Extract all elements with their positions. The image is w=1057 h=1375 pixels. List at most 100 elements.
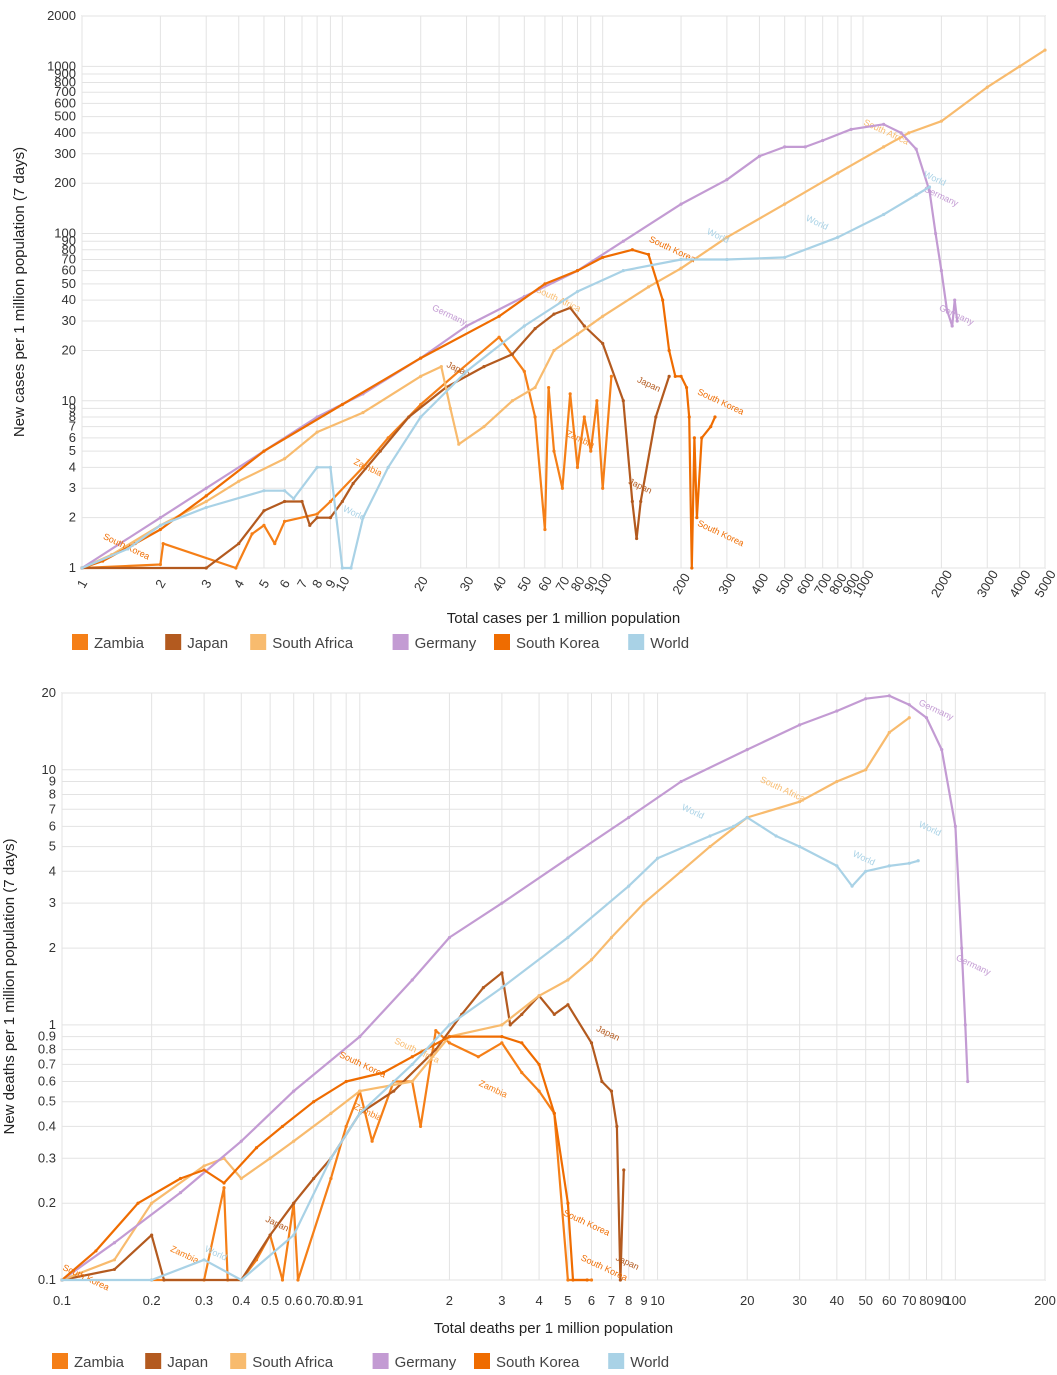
data-point-zambia: [500, 1041, 504, 1045]
data-point-germany: [627, 815, 631, 820]
legend-item-germany: Germany: [395, 1354, 457, 1371]
y-tick-label: 80: [62, 242, 76, 257]
data-point-world: [239, 1278, 243, 1282]
data-point-south-africa: [601, 314, 605, 318]
data-point-japan: [600, 1079, 604, 1084]
data-point-world: [340, 566, 344, 570]
x-tick-label: 5: [256, 577, 273, 591]
data-point-south-africa: [292, 1139, 296, 1143]
data-point-world: [150, 1278, 154, 1282]
x-tick-label: 90: [581, 574, 601, 594]
data-point-germany: [966, 1079, 970, 1084]
data-point-south-africa: [642, 901, 646, 905]
data-point-japan: [533, 327, 537, 331]
data-point-world: [464, 369, 469, 373]
data-point-zambia: [522, 369, 526, 373]
data-point-world: [783, 255, 787, 260]
data-point-japan: [300, 499, 304, 504]
data-point-south-korea: [630, 248, 634, 252]
data-point-south-korea: [497, 314, 501, 318]
data-point-zambia: [158, 562, 162, 567]
x-tick-label: 0.8: [322, 1293, 340, 1308]
data-point-japan: [635, 536, 639, 541]
x-tick-label: 0.9: [337, 1293, 355, 1308]
data-point-japan: [552, 312, 556, 316]
data-point-south-korea: [566, 1201, 570, 1205]
data-point-japan: [204, 566, 208, 570]
data-point-germany: [933, 231, 938, 236]
data-point-zambia: [582, 415, 586, 419]
x-tick-label: 8: [625, 1293, 632, 1308]
x-tick-label: 100: [591, 571, 615, 597]
data-point-south-africa: [268, 1156, 272, 1160]
data-point-south-korea: [684, 385, 689, 390]
data-point-south-korea: [537, 1062, 541, 1067]
data-point-japan: [667, 374, 671, 378]
data-point-zambia: [566, 1278, 570, 1282]
data-point-germany: [899, 131, 903, 135]
x-tick-label: 2: [446, 1293, 453, 1308]
data-point-zambia: [595, 399, 599, 403]
data-point-world: [907, 861, 911, 865]
data-point-japan: [654, 415, 658, 419]
legend-item-world: World: [650, 635, 689, 652]
data-point-south-africa: [361, 410, 365, 415]
y-tick-label: 8: [49, 787, 56, 802]
data-point-south-africa: [864, 768, 868, 772]
data-point-world: [158, 523, 162, 527]
data-point-world: [386, 465, 390, 469]
data-point-world: [916, 859, 920, 863]
legend-item-south-africa: South Africa: [252, 1354, 334, 1371]
legend-swatch-world: [608, 1353, 625, 1369]
legend-item-zambia: Zambia: [74, 1354, 125, 1371]
data-point-zambia: [234, 566, 238, 570]
data-point-germany: [963, 1023, 967, 1027]
data-point-zambia: [552, 449, 556, 453]
data-point-japan: [378, 449, 382, 453]
x-tick-label: 50: [858, 1293, 872, 1308]
data-point-world: [836, 235, 840, 239]
data-point-world: [126, 547, 130, 551]
data-point-south-korea: [687, 415, 691, 419]
y-tick-label: 2000: [47, 8, 76, 23]
data-point-world: [774, 834, 778, 838]
data-point-japan: [312, 1176, 316, 1181]
data-point-zambia: [589, 1278, 594, 1282]
data-point-world: [621, 269, 625, 273]
data-point-japan: [481, 986, 485, 990]
data-point-south-korea: [381, 1071, 385, 1075]
y-tick-label: 20: [42, 685, 56, 700]
y-tick-label: 3: [49, 895, 56, 910]
data-point-south-africa: [679, 869, 683, 873]
data-point-germany: [621, 239, 625, 243]
data-point-zambia: [543, 527, 547, 532]
y-tick-label: 0.8: [38, 1042, 56, 1057]
y-tick-label: 800: [54, 75, 76, 90]
y-tick-label: 0.9: [38, 1029, 56, 1044]
data-point-germany: [955, 319, 959, 323]
data-point-germany: [410, 978, 414, 982]
data-point-germany: [914, 147, 918, 151]
data-point-south-africa: [533, 385, 537, 390]
x-tick-label: 3000: [974, 567, 1001, 600]
series-line-south-korea: [80, 248, 717, 570]
data-point-south-africa: [237, 479, 241, 483]
data-point-japan: [237, 541, 241, 546]
data-point-japan: [618, 1278, 622, 1282]
data-point-south-africa: [646, 285, 651, 289]
data-point-south-korea: [667, 348, 671, 353]
data-point-germany: [447, 935, 452, 940]
data-point-japan: [510, 352, 515, 356]
data-point-zambia: [601, 486, 605, 490]
data-point-south-africa: [725, 235, 729, 239]
y-tick-label: 1: [49, 1017, 56, 1032]
series-line-japan: [60, 971, 625, 1282]
y-tick-label: 50: [62, 276, 76, 291]
data-point-zambia: [370, 1139, 374, 1143]
x-tick-label: 90: [934, 1293, 948, 1308]
x-tick-label: 50: [514, 574, 534, 594]
y-tick-label: 2: [69, 510, 76, 525]
x-axis-label: Total deaths per 1 million population: [434, 1320, 673, 1337]
data-point-germany: [757, 154, 762, 158]
y-tick-label: 4: [69, 459, 76, 474]
